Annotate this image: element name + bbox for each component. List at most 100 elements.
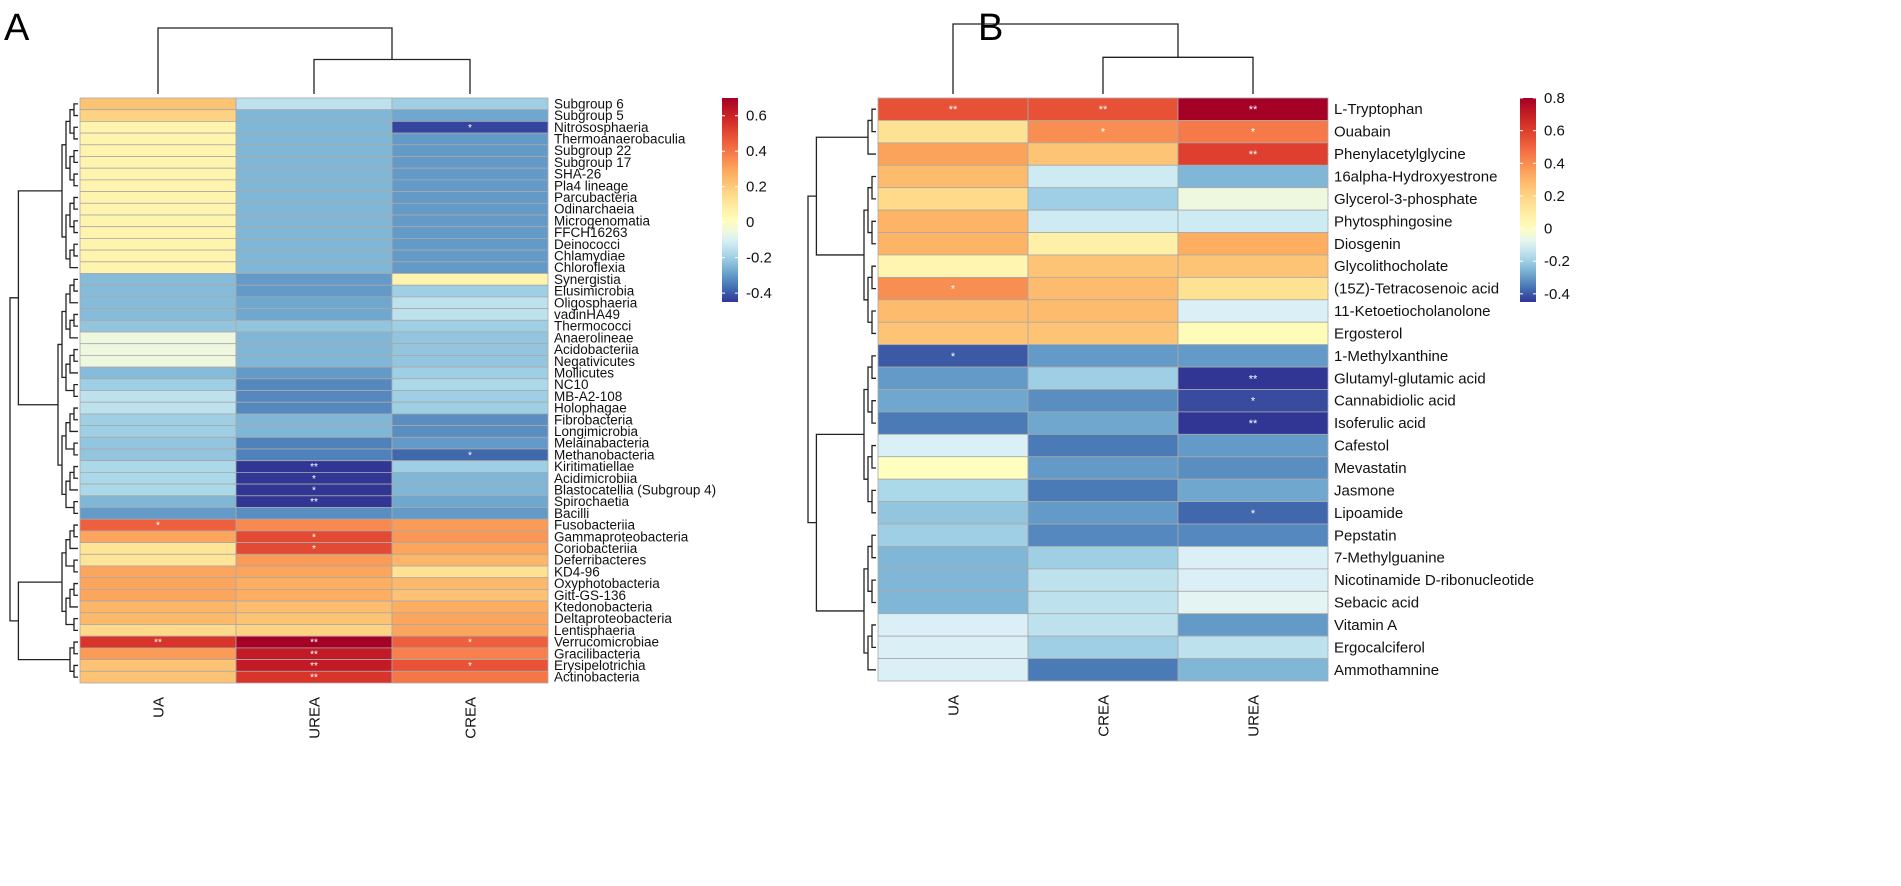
row-dendrogram-branch <box>871 579 876 604</box>
heatmap-cell <box>391 553 549 567</box>
heatmap-cell <box>79 121 237 134</box>
heatmap-cell <box>391 249 549 263</box>
row-dendrogram-branch <box>17 190 62 406</box>
legend-tick-label: 0.8 <box>1544 90 1565 107</box>
heatmap-cell <box>391 542 549 555</box>
row-label: Spirochaetia <box>554 494 630 509</box>
heatmap-cell <box>391 483 549 497</box>
row-label: Fusobacteriia <box>554 518 636 533</box>
row-labels-b: L-Tryptophan Ouabain Phenylacetylglycine 16… <box>1334 101 1534 679</box>
heatmap-cell <box>391 530 549 544</box>
row-dendrogram-branch <box>73 442 78 456</box>
heatmap-cell <box>1027 276 1179 301</box>
heatmap-cell <box>391 577 549 590</box>
row-label: L-Tryptophan <box>1334 101 1423 118</box>
heatmap-cell <box>1177 635 1329 659</box>
panel-label-b: B <box>978 7 1003 49</box>
row-label: Holophagae <box>554 401 627 416</box>
heatmap-cell <box>79 471 237 485</box>
heatmap-cell <box>877 164 1029 189</box>
heatmap-cell <box>235 202 393 216</box>
row-dendrogram-branch <box>871 108 876 133</box>
heatmap-cell <box>79 659 237 672</box>
heatmap-cell <box>1177 232 1329 256</box>
heatmap-cell <box>877 389 1029 413</box>
heatmap-cells-b: ** ** *** *********** <box>877 97 1329 682</box>
heatmap-cell <box>1177 590 1329 615</box>
row-label: Coriobacteriia <box>554 541 638 556</box>
heatmap-cell <box>877 120 1029 144</box>
legend-tick-label: 0.4 <box>746 143 767 160</box>
heatmap-cell <box>79 354 237 368</box>
heatmap-cell <box>79 319 237 333</box>
row-label: Blastocatellia (Subgroup 4) <box>554 482 716 497</box>
row-label: Pla4 lineage <box>554 178 628 193</box>
significance-marker: * <box>1251 508 1256 520</box>
significance-marker: ** <box>310 497 318 508</box>
heatmap-cell <box>79 167 237 181</box>
row-label: Ouabain <box>1334 124 1391 141</box>
row-dendrogram-branch <box>871 175 876 200</box>
row-label: FFCH16263 <box>554 225 628 240</box>
significance-marker: * <box>312 544 316 555</box>
heatmap-cell <box>79 179 237 192</box>
legend-tick-label: -0.4 <box>1544 286 1570 303</box>
heatmap-cell <box>235 331 393 345</box>
heatmap-cell <box>1027 546 1179 570</box>
heatmap-cell <box>235 214 393 228</box>
heatmap-cell <box>79 378 237 391</box>
heatmap-cell <box>1027 209 1179 233</box>
row-label: Deinococci <box>554 237 620 252</box>
heatmap-cell <box>391 366 549 380</box>
heatmap-cell <box>235 378 393 391</box>
significance-marker: ** <box>154 638 162 649</box>
row-label: Melainabacteria <box>554 436 650 451</box>
heatmap-cell <box>1177 523 1329 547</box>
heatmap-cell <box>391 156 549 169</box>
column-labels-a: UA UREA CREA <box>150 697 479 739</box>
heatmap-cell <box>1027 590 1179 615</box>
heatmap-cell <box>877 568 1029 592</box>
row-dendrogram-branch <box>73 559 78 573</box>
heatmap-cell <box>391 308 549 321</box>
heatmap-cell <box>79 425 237 438</box>
row-label: 11-Ketoetiocholanolone <box>1334 303 1491 320</box>
heatmap-cell <box>1177 658 1329 682</box>
heatmap-cell <box>391 378 549 391</box>
heatmap-cell <box>79 401 237 415</box>
color-legend-b: 0.8 0.6 0.4 0.2 0 -0.2 -0.4 <box>1520 90 1570 303</box>
heatmap-cell <box>391 401 549 415</box>
heatmap-cell <box>235 179 393 192</box>
row-label: Synergistia <box>554 272 621 287</box>
row-dendrogram-branch <box>73 641 78 655</box>
heatmap-cell <box>391 624 549 637</box>
row-label: Nitrososphaeria <box>554 120 649 135</box>
significance-marker: * <box>951 284 956 296</box>
heatmap-cell <box>235 425 393 438</box>
row-dendrogram-branch <box>73 524 78 538</box>
heatmap-cell <box>877 456 1029 480</box>
column-label: CREA <box>1095 695 1112 737</box>
heatmap-cell <box>391 167 549 181</box>
row-dendrogram-branch <box>73 243 78 257</box>
row-dendrogram-branch <box>815 433 864 612</box>
row-label: Ergosterol <box>1334 325 1402 342</box>
heatmap-cell <box>391 331 549 345</box>
heatmap-cell <box>877 299 1029 323</box>
heatmap-cell <box>235 612 393 625</box>
row-label: Acidimicrobiia <box>554 471 638 486</box>
heatmap-cell <box>1177 164 1329 189</box>
row-dendrogram-branch <box>73 582 78 596</box>
row-dendrogram-b <box>807 108 876 671</box>
heatmap-cell <box>391 132 549 146</box>
heatmap-cell <box>877 635 1029 659</box>
color-legend-a: 0.6 0.4 0.2 0 -0.2 -0.4 <box>722 98 772 302</box>
row-label: Elusimicrobia <box>554 284 635 299</box>
heatmap-cell <box>235 507 393 520</box>
heatmap-cell <box>79 542 237 555</box>
heatmap-cell <box>877 232 1029 256</box>
significance-marker: * <box>468 123 472 134</box>
row-label: Chlamydiae <box>554 248 625 263</box>
heatmap-cell <box>1027 299 1179 323</box>
significance-marker: ** <box>1099 104 1108 116</box>
